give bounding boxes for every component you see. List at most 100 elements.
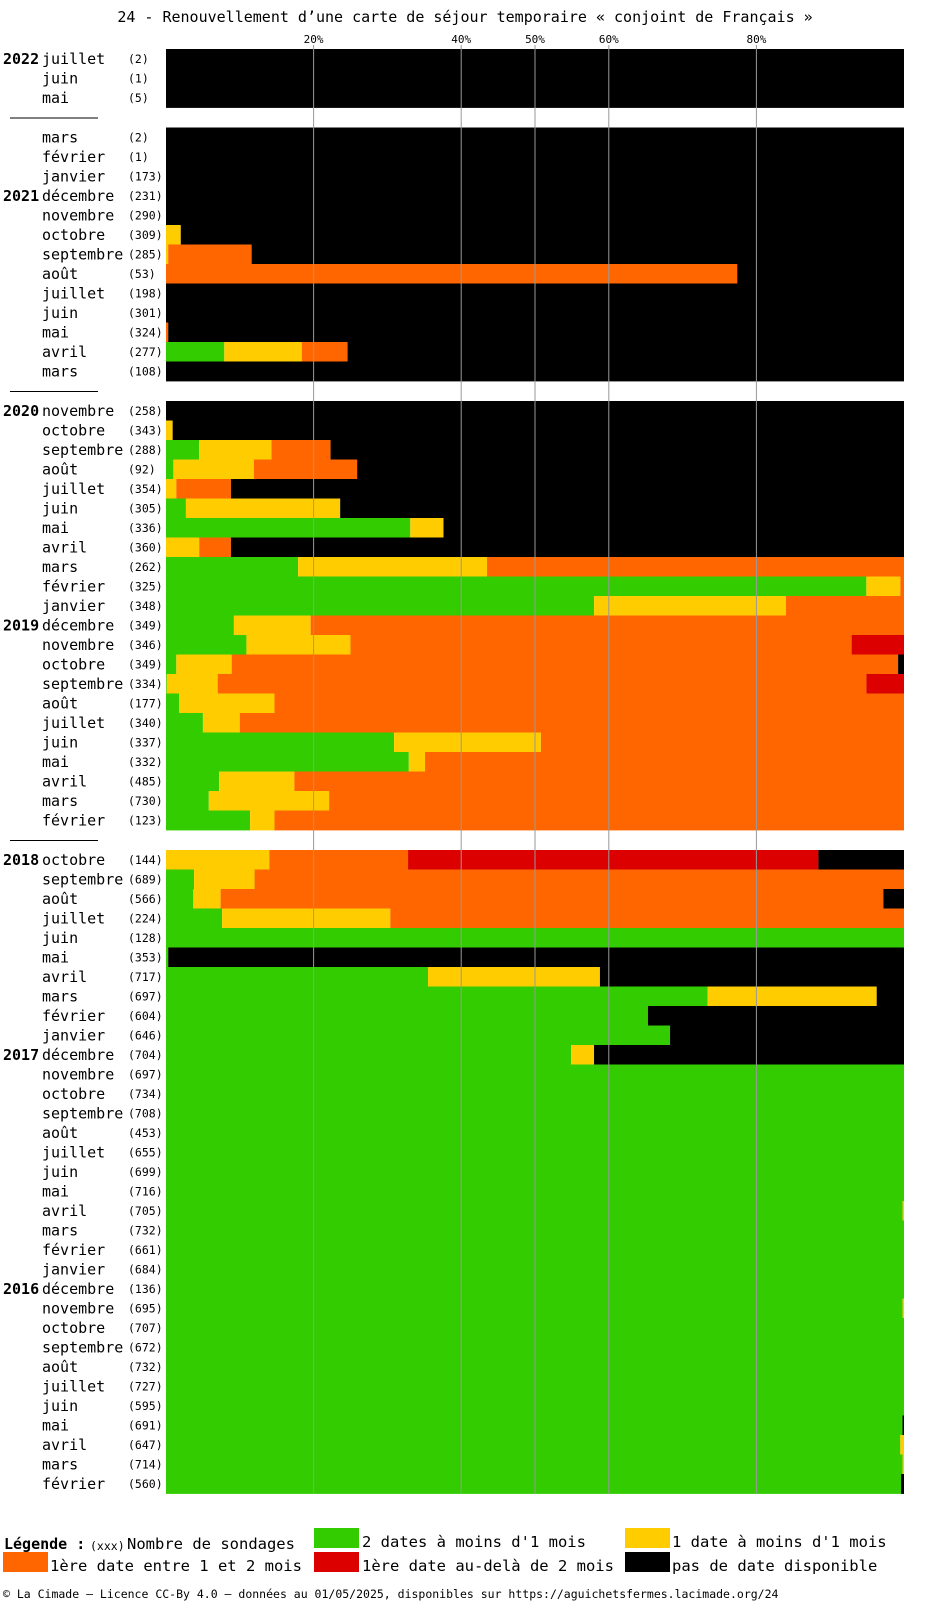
bar-segment <box>599 967 904 987</box>
count-label: (695) <box>128 1302 163 1316</box>
month-label: novembre <box>42 402 114 420</box>
bar-segment <box>166 1415 903 1436</box>
bar-segment <box>340 498 904 519</box>
legend-swatch <box>625 1528 670 1548</box>
bar-segment <box>785 596 904 616</box>
legend-swatch <box>3 1552 48 1572</box>
month-label: juillet <box>42 480 105 498</box>
count-label: (717) <box>128 970 163 984</box>
bar-segment <box>166 264 738 284</box>
bar-segment <box>301 342 348 362</box>
bar-segment <box>427 967 600 987</box>
chart-title: 24 - Renouvellement d’une carte de séjou… <box>117 8 813 26</box>
legend-label: 2 dates à moins d'1 mois <box>362 1533 586 1551</box>
bar-segment <box>883 889 904 909</box>
month-label: mars <box>42 363 78 381</box>
month-label: février <box>42 1475 105 1493</box>
count-label: (560) <box>128 1477 163 1491</box>
count-label: (705) <box>128 1204 163 1218</box>
count-label: (277) <box>128 345 163 359</box>
month-label: juillet <box>42 1378 105 1396</box>
count-label: (684) <box>128 1263 163 1277</box>
month-label: juin <box>42 929 78 947</box>
bar-segment <box>166 947 169 968</box>
month-label: décembre <box>42 617 114 635</box>
count-label: (336) <box>128 521 163 535</box>
count-label: (123) <box>128 814 163 828</box>
month-label: octobre <box>42 851 105 869</box>
bar-segment <box>898 654 904 675</box>
month-label: décembre <box>42 187 114 205</box>
bar-segment <box>329 791 905 811</box>
count-label: (262) <box>128 560 163 574</box>
bar-segment <box>166 1435 901 1455</box>
month-label: mai <box>42 89 69 107</box>
month-label: juin <box>42 1397 78 1415</box>
bar-segment <box>194 869 255 890</box>
bar-segment <box>230 537 904 558</box>
month-label: février <box>42 1241 105 1259</box>
bar-segment <box>233 615 311 636</box>
count-label: (707) <box>128 1321 163 1335</box>
month-label: mars <box>42 792 78 810</box>
count-label: (285) <box>128 248 163 262</box>
count-label: (697) <box>128 990 163 1004</box>
count-label: (353) <box>128 951 163 965</box>
legend-count-hint: (xxx) <box>90 1539 125 1553</box>
count-label: (144) <box>128 853 163 867</box>
bar-segment <box>866 576 901 597</box>
month-label: septembre <box>42 246 123 264</box>
count-label: (730) <box>128 794 163 808</box>
count-label: (2) <box>128 52 149 66</box>
month-label: avril <box>42 1202 87 1220</box>
bar-segment <box>166 1298 903 1319</box>
bar-segment <box>166 810 251 831</box>
month-label: juillet <box>42 50 105 68</box>
month-label: septembre <box>42 675 123 693</box>
month-label: mars <box>42 988 78 1006</box>
legend-count-label: Nombre de sondages <box>127 1535 295 1553</box>
bar-segment <box>900 576 904 597</box>
bar-segment <box>166 1201 903 1221</box>
bar-segment <box>902 1201 904 1221</box>
month-label: juillet <box>42 910 105 928</box>
month-label: novembre <box>42 1300 114 1318</box>
count-label: (661) <box>128 1243 163 1257</box>
count-label: (173) <box>128 170 163 184</box>
count-label: (290) <box>128 209 163 223</box>
bar-segment <box>166 791 209 811</box>
month-label: janvier <box>42 1261 105 1279</box>
legend-swatch <box>314 1552 359 1572</box>
count-label: (732) <box>128 1360 163 1374</box>
legend-label: 1 date à moins d'1 mois <box>672 1533 887 1551</box>
bar-segment <box>707 986 877 1007</box>
bar-segment <box>166 244 169 265</box>
bar-segment <box>224 342 302 362</box>
count-label: (699) <box>128 1165 163 1179</box>
bar-segment <box>166 850 270 870</box>
legend-swatch <box>625 1552 670 1572</box>
month-label: mai <box>42 949 69 967</box>
count-label: (258) <box>128 404 163 418</box>
count-label: (646) <box>128 1029 163 1043</box>
bar-segment <box>166 635 247 655</box>
bar-segment <box>166 420 173 441</box>
bar-segment <box>172 420 904 441</box>
bar-segment <box>179 693 275 714</box>
bar-segment <box>199 537 231 558</box>
bar-segment <box>487 557 904 577</box>
bar-segment <box>166 1474 902 1494</box>
x-tick-label: 60% <box>599 33 619 46</box>
count-label: (334) <box>128 677 163 691</box>
month-label: août <box>42 461 78 479</box>
bar-segment <box>166 674 167 694</box>
bar-segment <box>166 225 181 245</box>
month-label: octobre <box>42 1085 105 1103</box>
bar-segment <box>410 518 444 538</box>
bar-segment <box>246 635 351 655</box>
count-label: (566) <box>128 892 163 906</box>
count-label: (1) <box>128 150 149 164</box>
count-label: (348) <box>128 599 163 613</box>
year-label: 2018 <box>3 851 39 869</box>
bar-segment <box>594 1045 904 1065</box>
